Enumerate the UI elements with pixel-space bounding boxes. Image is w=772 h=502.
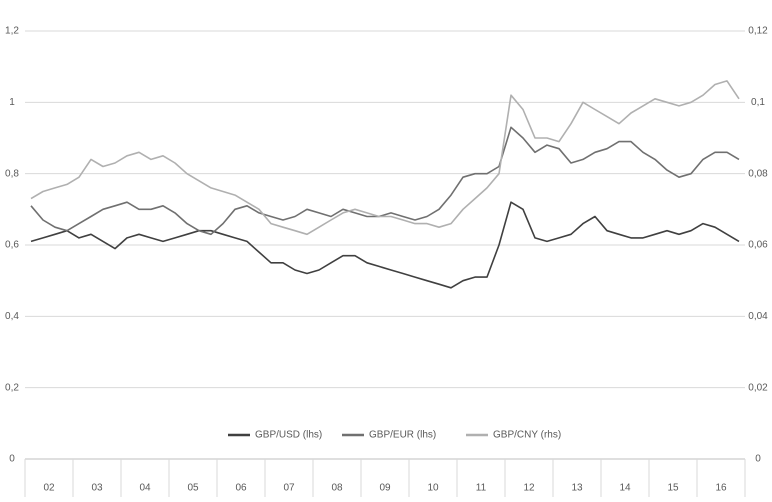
x-tick-label: 04 xyxy=(139,483,151,494)
x-tick-label: 10 xyxy=(427,483,439,494)
y2-tick-label: 0,1 xyxy=(751,97,765,108)
y2-tick-label: 0,06 xyxy=(748,240,768,251)
legend-label: GBP/USD (lhs) xyxy=(255,430,322,441)
x-tick-label: 09 xyxy=(379,483,391,494)
legend-label: GBP/CNY (rhs) xyxy=(493,430,561,441)
y2-tick-label: 0,02 xyxy=(748,382,768,393)
x-tick-label: 02 xyxy=(43,483,55,494)
y-tick-label: 0,4 xyxy=(5,311,19,322)
x-tick-label: 03 xyxy=(91,483,103,494)
y-tick-label: 1,2 xyxy=(5,26,19,37)
x-tick-label: 08 xyxy=(331,483,343,494)
x-tick-label: 12 xyxy=(523,483,535,494)
x-tick-label: 07 xyxy=(283,483,295,494)
x-tick-label: 05 xyxy=(187,483,199,494)
x-tick-label: 06 xyxy=(235,483,247,494)
y2-tick-label: 0,08 xyxy=(748,168,768,179)
y-tick-label: 0,2 xyxy=(5,382,19,393)
x-tick-label: 15 xyxy=(667,483,679,494)
x-tick-label: 14 xyxy=(619,483,631,494)
x-tick-label: 13 xyxy=(571,483,583,494)
series-line xyxy=(30,80,740,236)
y-tick-label: 0,8 xyxy=(5,168,19,179)
x-tick-label: 16 xyxy=(715,483,727,494)
legend-label: GBP/EUR (lhs) xyxy=(369,430,436,441)
y2-tick-label: 0,12 xyxy=(748,26,768,37)
y-tick-label: 1 xyxy=(9,97,15,108)
y-tick-label: 0,6 xyxy=(5,240,19,251)
series-line xyxy=(30,126,740,236)
y-tick-label: 0 xyxy=(9,454,15,465)
series-line xyxy=(30,201,740,289)
y2-tick-label: 0,04 xyxy=(748,311,768,322)
y2-tick-label: 0 xyxy=(755,454,761,465)
x-tick-label: 11 xyxy=(476,483,487,494)
